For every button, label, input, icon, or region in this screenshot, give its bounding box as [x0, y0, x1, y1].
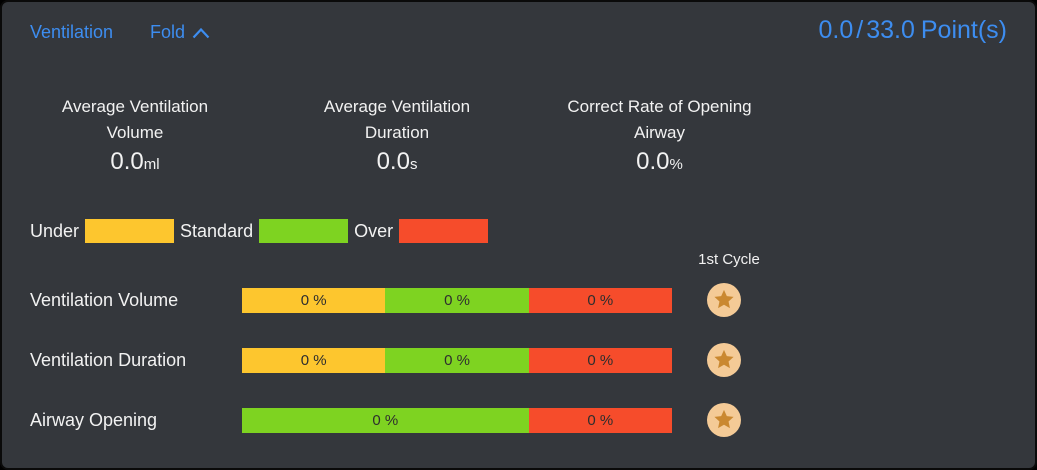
fold-toggle[interactable]: Fold: [150, 22, 210, 43]
stat-title-line1: Average Ventilation: [323, 97, 471, 116]
legend-standard-label: Standard: [180, 220, 254, 241]
legend-over-swatch: [399, 219, 489, 243]
panel-title: Ventilation: [30, 22, 114, 42]
legend-under-label: Under: [30, 220, 80, 241]
bar-segment-standard: 0 %: [242, 408, 529, 433]
stat-value: 0.0ml: [110, 148, 160, 175]
bar-segment-under: 0 %: [242, 348, 386, 373]
star-badge-icon: [707, 403, 741, 437]
stat-title-line1: Correct Rate of Opening: [567, 97, 752, 116]
row-label: Ventilation Duration: [30, 350, 187, 370]
cycle-column-header: 1st Cycle: [698, 251, 760, 268]
score-display: 0.0/33.0 Point(s): [818, 16, 1007, 45]
bar-segment-over: 0 %: [528, 408, 672, 433]
stat-value: 0.0s: [376, 148, 418, 175]
stat-unit: %: [669, 156, 683, 173]
score-earned: 0.0: [818, 16, 854, 44]
stacked-bar: 0 % 0 % 0 %: [242, 288, 672, 313]
stacked-bar: 0 % 0 %: [242, 408, 672, 433]
stat-value: 0.0%: [636, 148, 683, 175]
star-badge-icon: [707, 283, 741, 317]
bar-segment-under: 0 %: [242, 288, 386, 313]
stat-average-ventilation-duration: Average Ventilation Duration 0.0s: [277, 94, 517, 176]
stat-unit: ml: [143, 156, 160, 173]
stacked-bar: 0 % 0 % 0 %: [242, 348, 672, 373]
stat-title-line2: Airway: [633, 123, 685, 142]
chevron-up-icon: [192, 26, 210, 39]
bar-row-airway-opening: Airway Opening 0 % 0 %: [2, 403, 1035, 439]
bar-segment-standard: 0 %: [385, 348, 529, 373]
legend-standard-swatch: [259, 219, 349, 243]
stat-correct-rate-opening-airway: Correct Rate of Opening Airway 0.0%: [537, 94, 782, 176]
score-separator: /: [856, 16, 864, 44]
fold-label: Fold: [150, 22, 186, 42]
star-badge-icon: [707, 343, 741, 377]
bar-segment-standard: 0 %: [385, 288, 529, 313]
row-label: Airway Opening: [30, 410, 158, 430]
score-unit: Point(s): [920, 16, 1007, 44]
stat-average-ventilation-volume: Average Ventilation Volume 0.0ml: [15, 94, 255, 176]
bar-segment-over: 0 %: [528, 348, 672, 373]
stat-title-line1: Average Ventilation: [61, 97, 209, 116]
legend: Under Standard Over: [30, 219, 489, 243]
stat-title-line2: Duration: [364, 123, 430, 142]
score-total: 33.0: [866, 16, 915, 44]
legend-under-swatch: [85, 219, 175, 243]
row-label: Ventilation Volume: [30, 290, 179, 310]
bar-row-ventilation-duration: Ventilation Duration 0 % 0 % 0 %: [2, 343, 1035, 379]
stat-unit: s: [409, 156, 418, 173]
bar-row-ventilation-volume: Ventilation Volume 0 % 0 % 0 %: [2, 283, 1035, 319]
bar-segment-over: 0 %: [528, 288, 672, 313]
legend-over-label: Over: [354, 220, 394, 241]
stat-title-line2: Volume: [106, 123, 164, 142]
